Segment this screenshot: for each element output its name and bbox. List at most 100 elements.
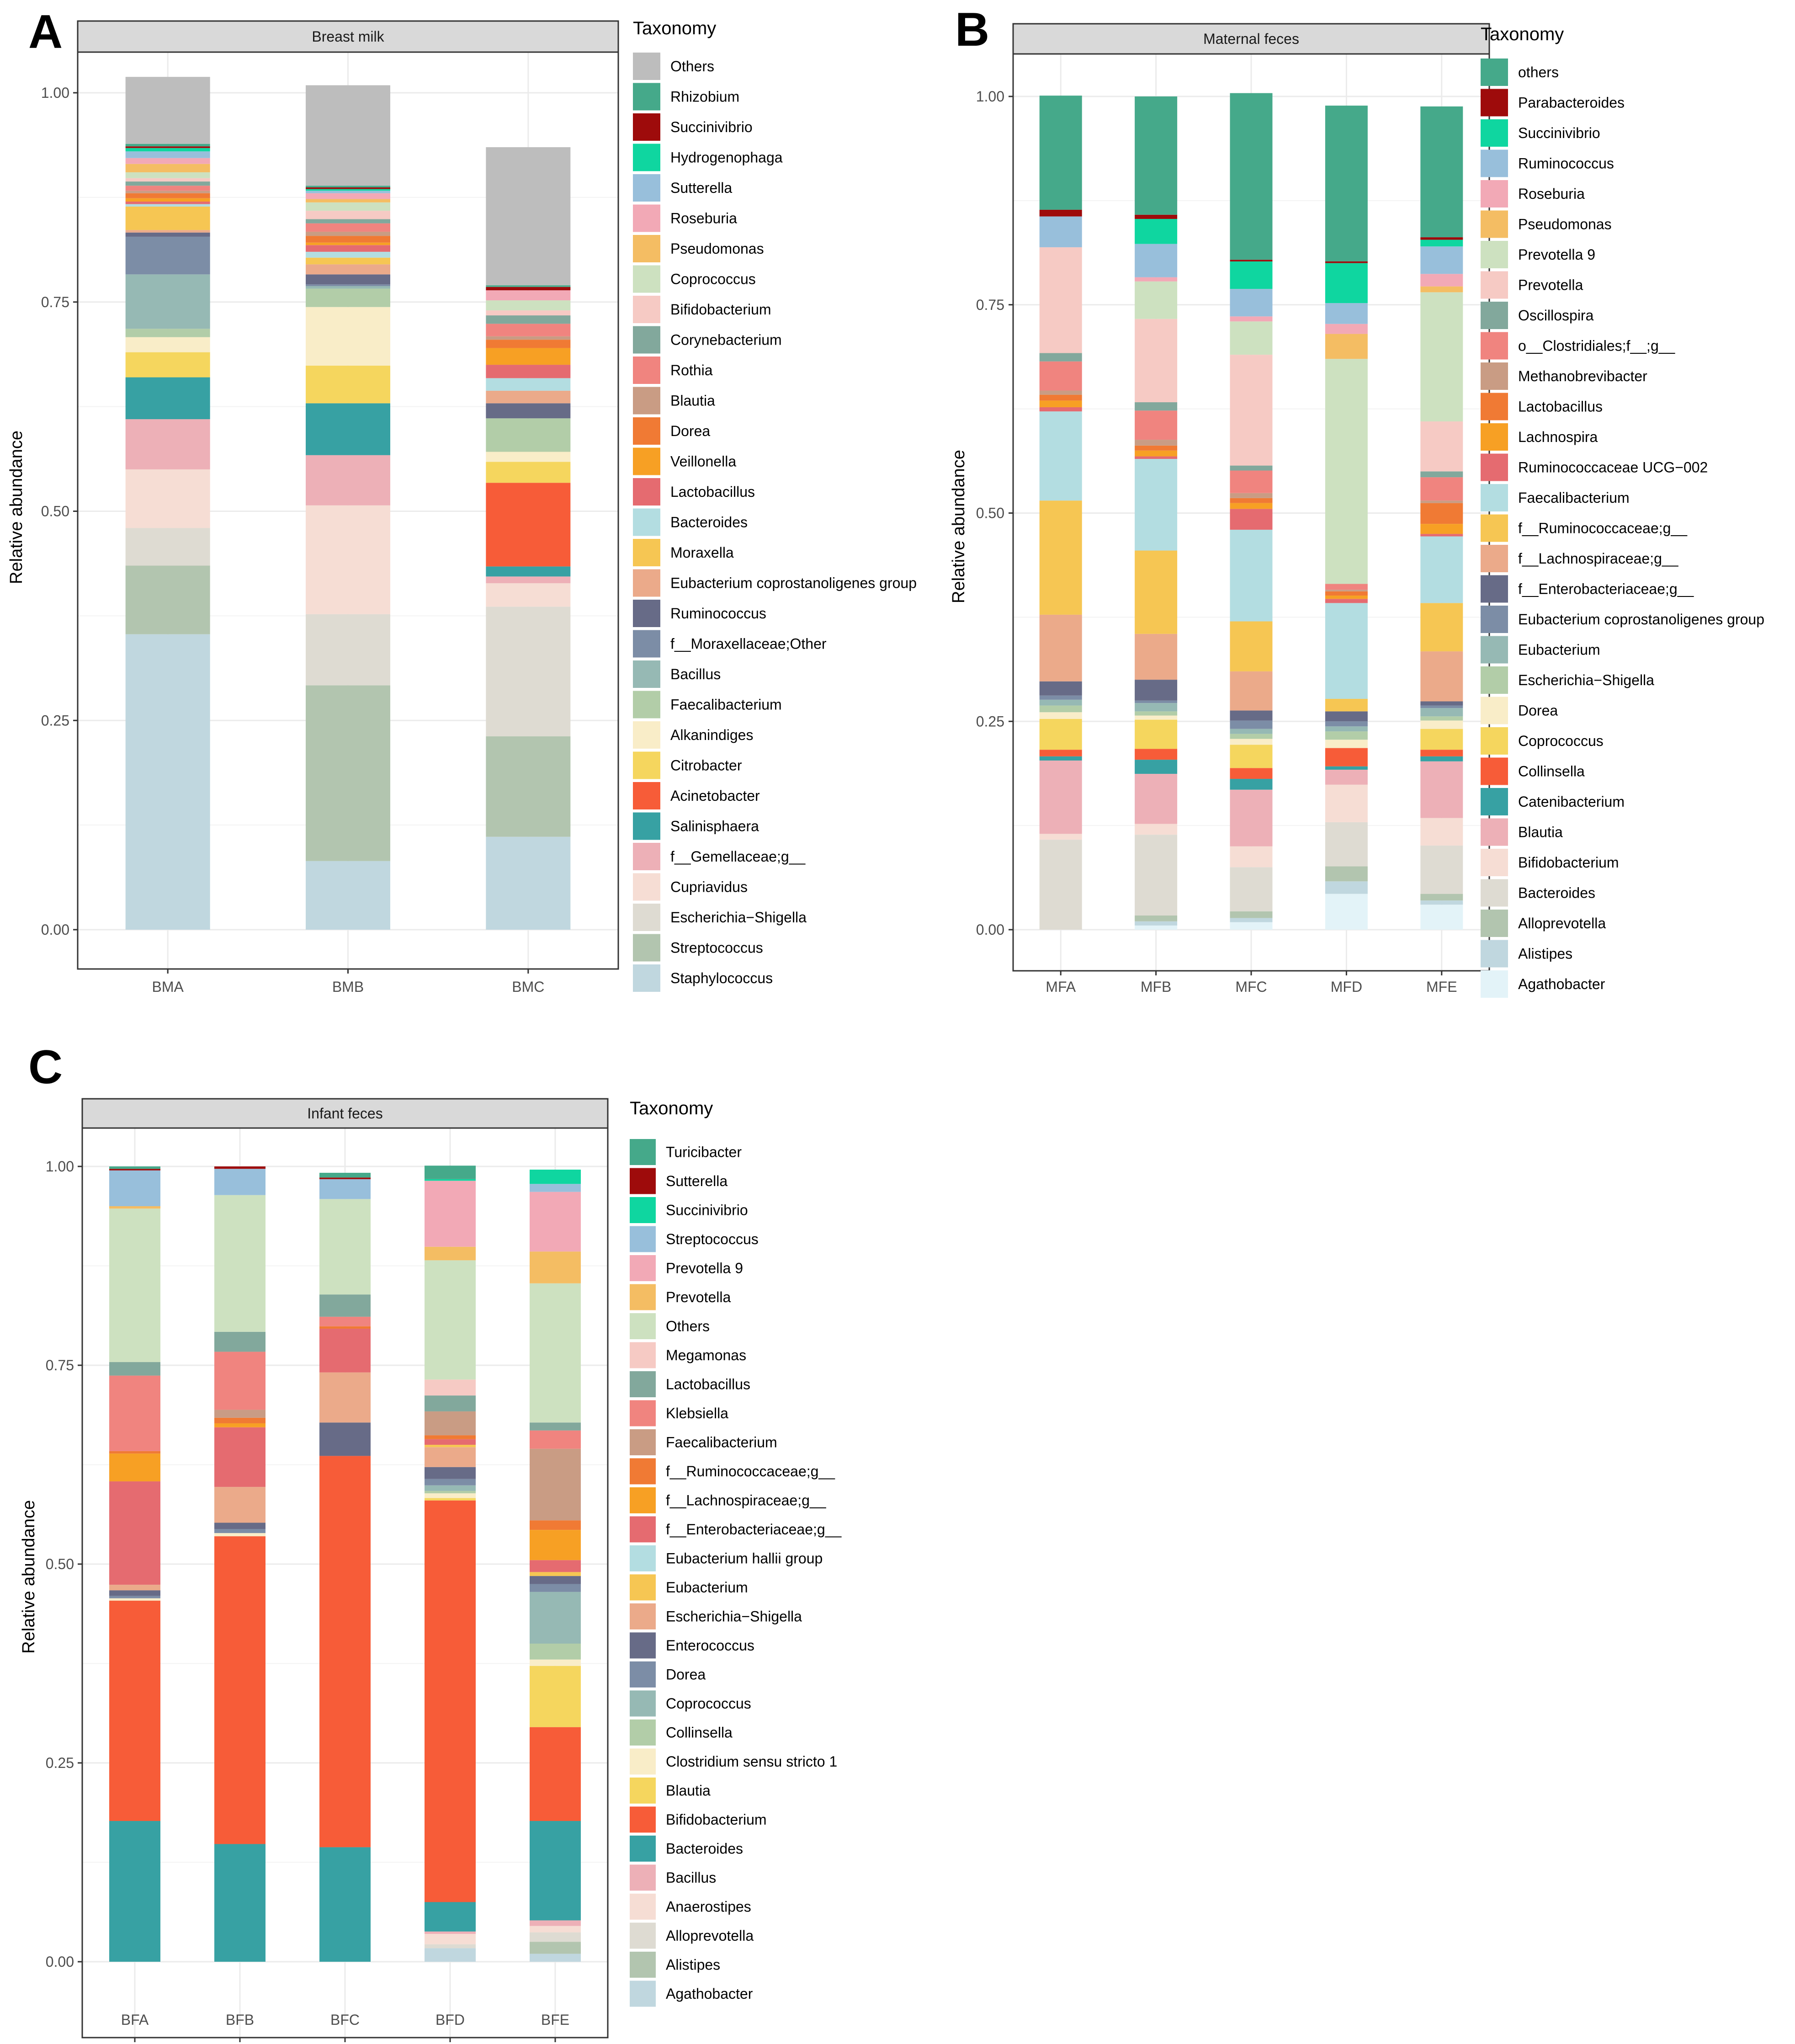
pb-bar-mfc	[1230, 93, 1273, 930]
pb-legend: Taxonomy others Parabacteroides Succinivibr…	[1481, 24, 1764, 998]
pb-segment-mfc-alistipes	[1230, 918, 1273, 922]
pa-segment-bmc-corynebacterium	[486, 315, 571, 324]
pb-segment-mfb-ruminococcus	[1135, 244, 1178, 277]
pb-segment-mfd-alloprevotella	[1325, 866, 1368, 882]
pb-segment-mfe-eubacterium-coprostanoligenes-group	[1420, 705, 1463, 708]
pb-legend-swatch	[1481, 453, 1508, 481]
pb-segment-mfa-eubacterium-coprostanoligenes-group	[1039, 695, 1082, 700]
pc-legend-label: Clostridium sensu stricto 1	[666, 1753, 837, 1770]
pb-legend-label: Alistipes	[1518, 946, 1572, 962]
pa-y-tick-label: 0.75	[41, 294, 69, 310]
pc-segment-bfb-lactobacillus	[214, 1331, 266, 1352]
pc-legend-swatch	[630, 1632, 656, 1659]
pb-letter: B	[955, 3, 989, 56]
pa-legend-item: Corynebacterium	[633, 326, 782, 354]
pa-segment-bmb-others	[306, 85, 390, 186]
pc-segment-bfb-bifidobacterium	[214, 1536, 266, 1844]
pa-legend-label: Rothia	[670, 362, 713, 378]
pc-segment-bfd-alloprevotella	[425, 1944, 476, 1948]
pb-legend-label: Oscillospira	[1518, 307, 1594, 324]
pc-legend-swatch	[630, 1661, 656, 1687]
pa-legend-swatch	[633, 751, 660, 779]
pa-legend-swatch	[633, 569, 660, 597]
pb-segment-mfe-prevotella-9	[1420, 292, 1463, 421]
pb-legend-swatch	[1481, 423, 1508, 451]
pa-segment-bma-dorea	[125, 193, 210, 198]
pa-legend-swatch	[633, 934, 660, 962]
pa-legend-swatch	[633, 113, 660, 141]
pb-legend-item: Alistipes	[1481, 940, 1572, 968]
pa-segment-bmb-bacteroides	[306, 251, 390, 258]
pc-legend-item: f__Ruminococcaceae;g__	[630, 1458, 835, 1485]
pa-segment-bmb-pseudomonas	[306, 199, 390, 202]
pc-segment-bfa-sutterella	[109, 1169, 160, 1171]
pa-segment-bmb-dorea	[306, 236, 390, 243]
pc-segment-bfc-bacteroides	[319, 1847, 371, 1962]
pa-segment-bmb-salinisphaera	[306, 403, 390, 455]
pa-segment-bmb-rothia	[306, 223, 390, 232]
pa-legend-swatch	[633, 964, 660, 992]
pb-segment-mfb-ruminococcaceae-ucg-002	[1135, 456, 1178, 459]
pb-segment-mfd-methanobrevibacter	[1325, 590, 1368, 591]
pc-legend-swatch	[630, 1545, 656, 1571]
pc-x-tick-label: BFD	[435, 2012, 465, 2028]
pa-legend-item: Acinetobacter	[633, 782, 760, 809]
pb-segment-mfe-dorea	[1420, 720, 1463, 729]
pc-segment-bfe-clostridium-sensu-stricto-1	[530, 1659, 581, 1666]
pc-legend-item: Prevotella 9	[630, 1255, 743, 1281]
pa-legend-item: Faecalibacterium	[633, 691, 782, 719]
pc-legend-label: Eubacterium	[666, 1579, 748, 1596]
pa-segment-bmb-citrobacter	[306, 365, 390, 404]
pb-legend-item: Dorea	[1481, 697, 1558, 724]
pb-legend-swatch	[1481, 393, 1508, 421]
pb-legend-swatch	[1481, 757, 1508, 785]
pc-segment-bfa-dorea	[109, 1596, 160, 1598]
pb-legend-label: Agathobacter	[1518, 976, 1605, 992]
pc-segment-bfd-clostridium-sensu-stricto-1	[425, 1493, 476, 1498]
pb-legend-item: Blautia	[1481, 818, 1563, 846]
pb-legend-item: f__Lachnospiraceae;g__	[1481, 545, 1679, 572]
pb-y-tick-label: 0.00	[976, 921, 1004, 938]
pc-x-tick-label: BFA	[121, 2012, 149, 2028]
pc-segment-bfd-f-enterobacteriaceae-g	[425, 1439, 476, 1445]
pa-legend-swatch	[633, 387, 660, 415]
pc-segment-bfe-bacillus	[530, 1920, 581, 1926]
pc-segment-bfe-coprococcus	[530, 1592, 581, 1644]
pc-segment-bfe-klebsiella	[530, 1430, 581, 1449]
pa-letter: A	[28, 5, 63, 59]
pb-legend-swatch	[1481, 636, 1508, 664]
pa-legend-label: Bacteroides	[670, 514, 748, 531]
pc-legend-item: Anaerostipes	[630, 1894, 751, 1920]
pb-y-tick-label: 1.00	[976, 88, 1004, 105]
pc-x-tick-label: BFC	[330, 2012, 360, 2028]
pa-segment-bma-faecalibacterium	[125, 329, 210, 337]
pc-legend-item: Coprococcus	[630, 1690, 751, 1717]
pa-segment-bmc-streptococcus	[486, 736, 571, 837]
pb-legend-label: Parabacteroides	[1518, 95, 1625, 111]
pa-legend-item: Dorea	[633, 417, 710, 445]
pc-y-tick-label: 0.75	[46, 1357, 74, 1373]
pb-segment-mfd-blautia	[1325, 769, 1368, 785]
pa-legend-item: Citrobacter	[633, 751, 742, 779]
pb-segment-mfc-bifidobacterium	[1230, 846, 1273, 868]
pa-legend-label: Streptococcus	[670, 940, 763, 956]
pa-legend-swatch	[633, 691, 660, 719]
panel-b: B Maternal feces 0.00 0.25 0.50 0.75 1.00 MFA MF…	[949, 3, 1764, 998]
pb-segment-mfc-catenibacterium	[1230, 779, 1273, 790]
pb-segment-mfe-catenibacterium	[1420, 756, 1463, 761]
pa-legend-swatch	[633, 204, 660, 232]
pa-legend-item: Cupriavidus	[633, 873, 748, 901]
pb-segment-mfc-alloprevotella	[1230, 911, 1273, 918]
pb-segment-mfc-ruminococcaceae-ucg-002	[1230, 509, 1273, 530]
pc-legend-item: Streptococcus	[630, 1226, 759, 1252]
pb-segment-mfd-escherichia-shigella	[1325, 731, 1368, 740]
pb-segment-mfb-methanobrevibacter	[1135, 440, 1178, 446]
pa-segment-bmc-citrobacter	[486, 462, 571, 483]
pb-segment-mfe-f-enterobacteriaceae-g	[1420, 701, 1463, 706]
pb-segment-mfe-o-clostridiales-f-g	[1420, 477, 1463, 501]
pc-segment-bfe-faecalibacterium	[530, 1448, 581, 1521]
pa-segment-bmc-alkanindiges	[486, 452, 571, 462]
pb-segment-mfa-prevotella	[1039, 247, 1082, 353]
pb-segment-mfb-coprococcus	[1135, 719, 1178, 749]
pb-legend-item: f__Ruminococcaceae;g__	[1481, 514, 1688, 542]
